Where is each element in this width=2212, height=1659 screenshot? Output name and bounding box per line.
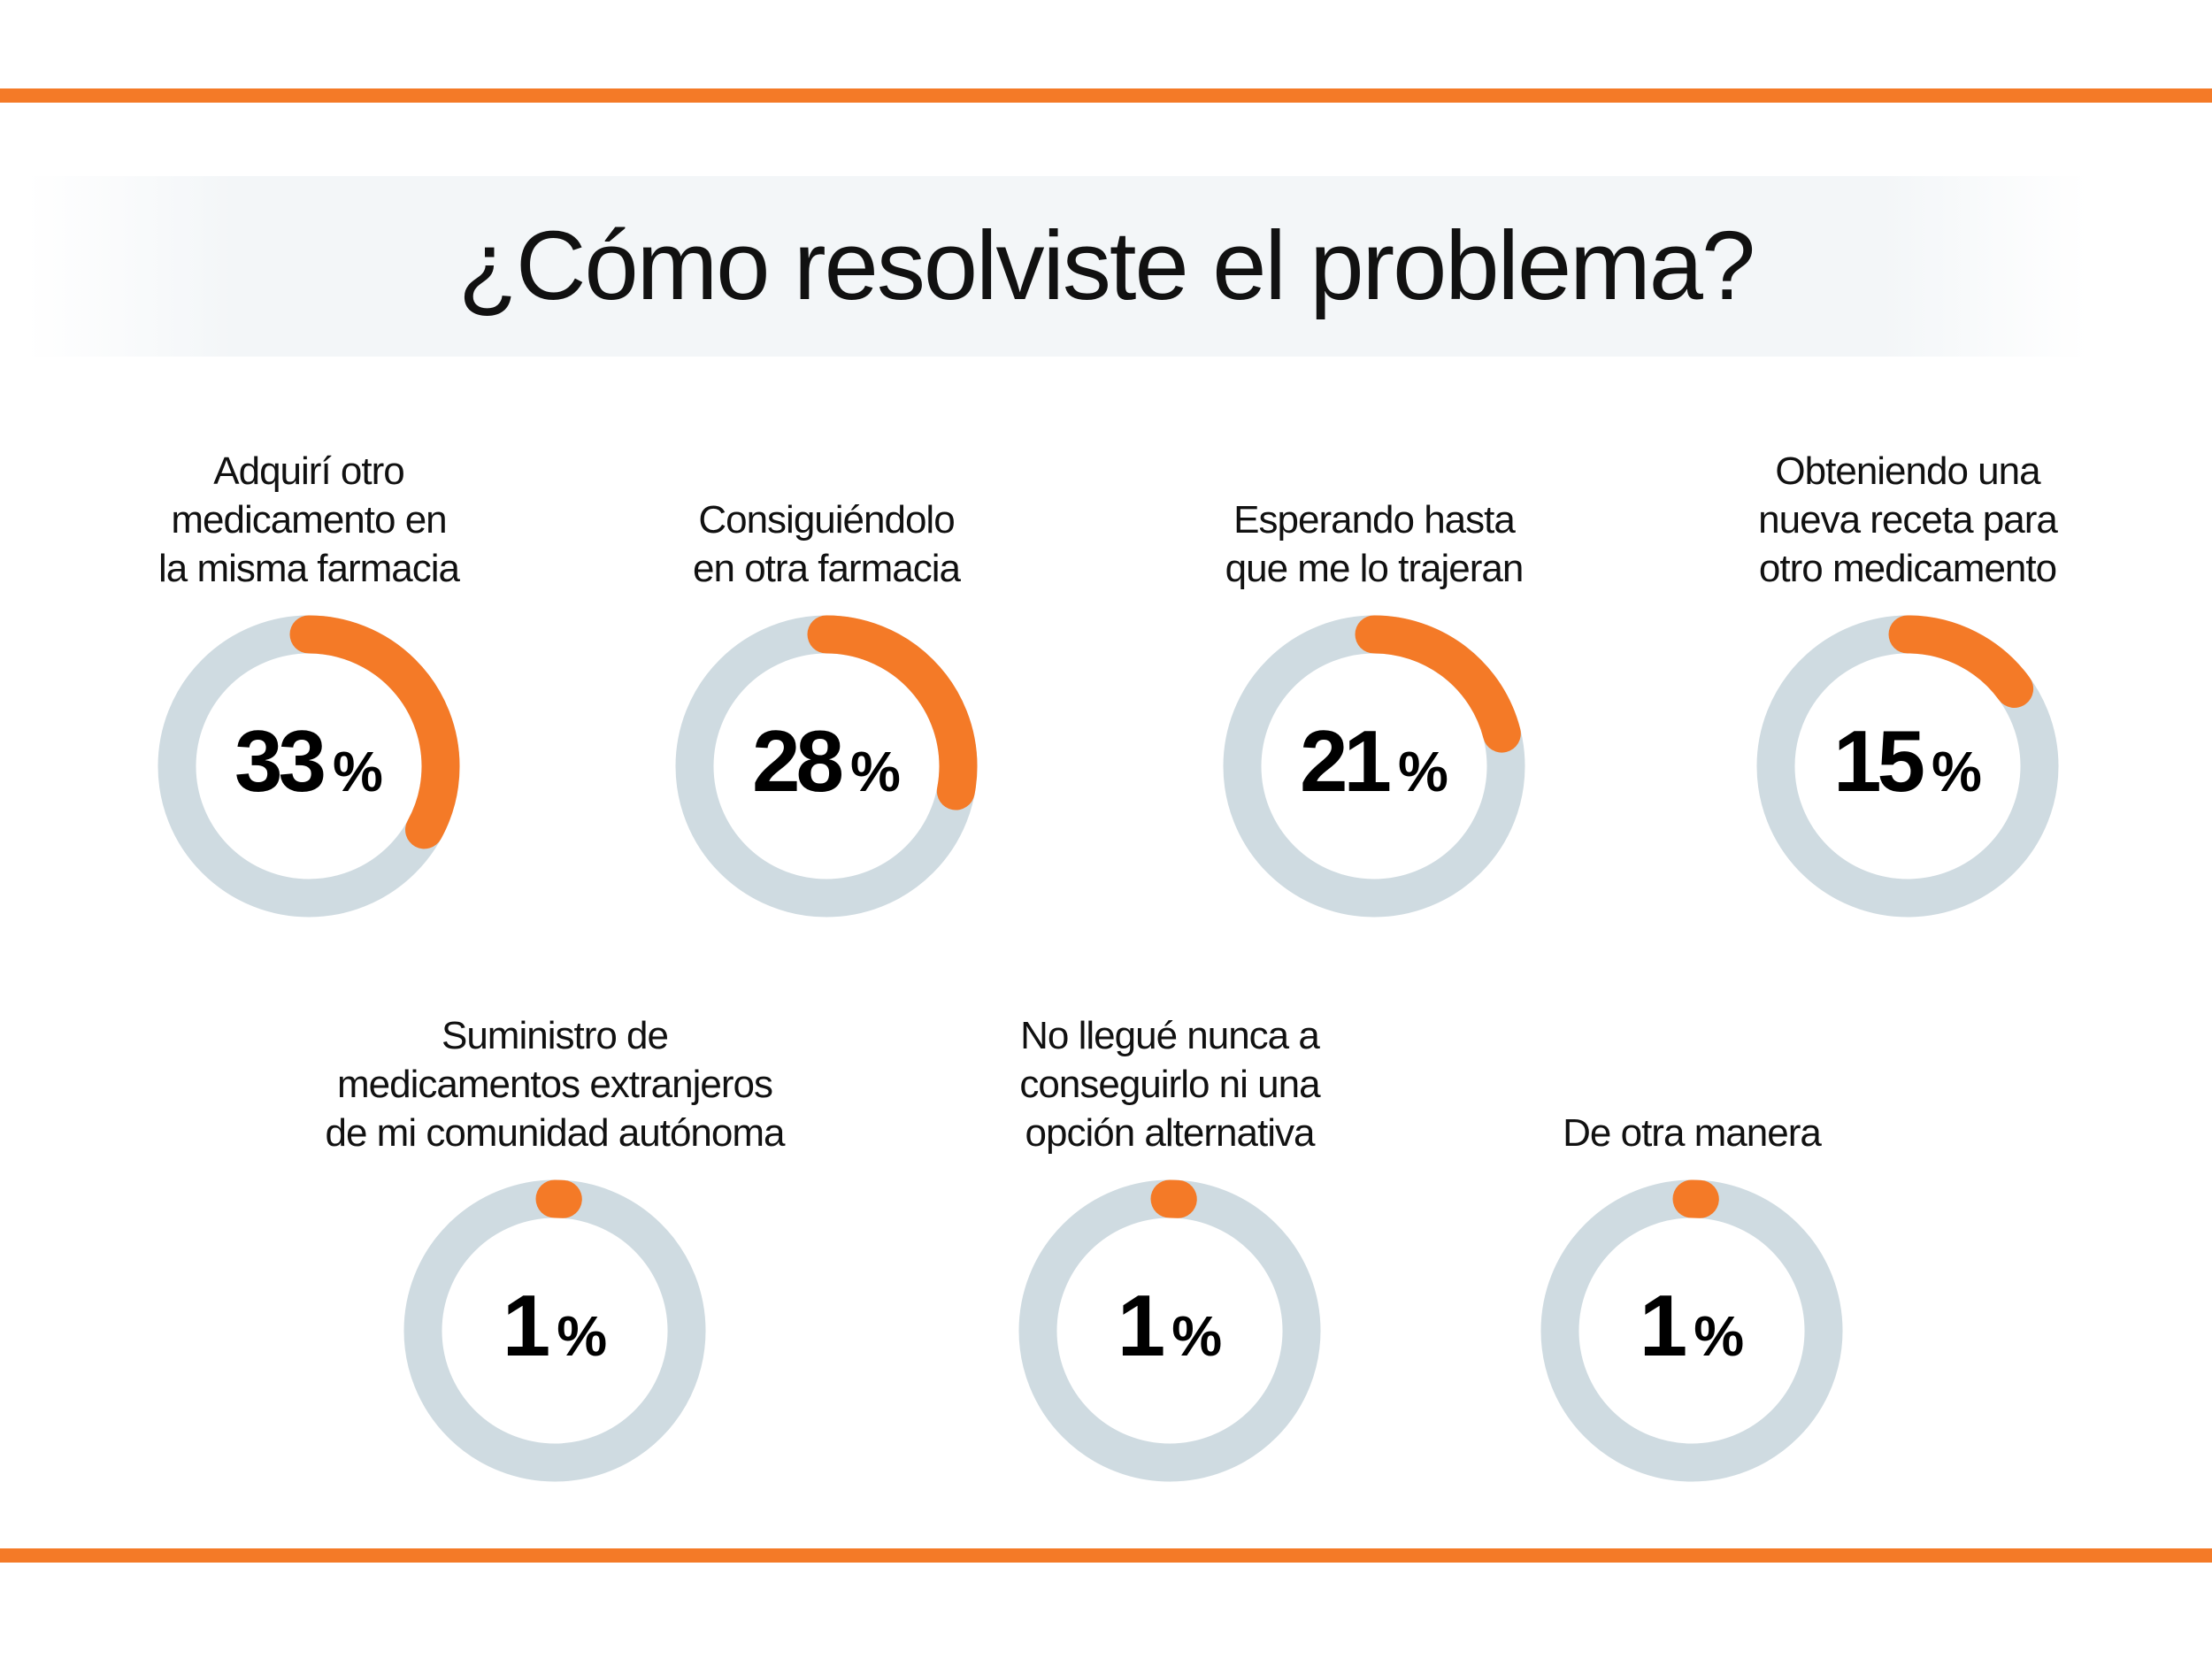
value-number: 1 xyxy=(1117,1277,1165,1374)
value-number: 1 xyxy=(1639,1277,1687,1374)
donut-label-line: De otra manera xyxy=(1563,1111,1822,1155)
donut-value-arc xyxy=(157,615,460,918)
donut-label-line: nueva receta para xyxy=(1758,498,2058,541)
title-band xyxy=(27,176,2088,357)
donut-chart xyxy=(1756,615,2059,918)
percent-sign: % xyxy=(850,740,901,803)
percent-sign: % xyxy=(1694,1304,1745,1368)
top-accent-bar xyxy=(0,88,2212,103)
percent-sign: % xyxy=(557,1304,608,1368)
donut-value-label: 1% xyxy=(1515,1276,1869,1376)
percent-sign: % xyxy=(333,740,383,803)
value-number: 15 xyxy=(1833,712,1925,810)
value-number: 21 xyxy=(1300,712,1392,810)
donut-value-arc xyxy=(1540,1179,1843,1482)
donut-value-label: 1% xyxy=(378,1276,732,1376)
donut-value-arc xyxy=(1756,615,2059,918)
value-number: 33 xyxy=(234,712,326,810)
donut-label-line: conseguirlo ni una xyxy=(1019,1063,1320,1106)
percent-sign: % xyxy=(1398,740,1448,803)
donut-chart xyxy=(1540,1179,1843,1482)
value-number: 1 xyxy=(502,1277,550,1374)
value-number: 28 xyxy=(752,712,844,810)
donut-value-arc xyxy=(675,615,978,918)
chart-title: ¿Cómo resolviste el problema? xyxy=(457,211,1755,320)
donut-value-label: 33% xyxy=(132,711,486,811)
donut-label-line: No llegué nunca a xyxy=(1020,1014,1320,1057)
donut-value-arc xyxy=(1223,615,1525,918)
donut-label-line: medicamento en xyxy=(171,498,447,541)
donut-label-line: Suministro de xyxy=(441,1014,669,1057)
donut-value-label: 15% xyxy=(1731,711,2085,811)
donut-label-line: Adquirí otro xyxy=(213,449,404,493)
donut-label-line: medicamentos extranjeros xyxy=(336,1063,773,1106)
donut-value-label: 28% xyxy=(649,711,1003,811)
donut-label-line: opción alternativa xyxy=(1025,1111,1316,1155)
donut-chart xyxy=(1018,1179,1321,1482)
donut-label-line: otro medicamento xyxy=(1758,547,2057,590)
donut-value-arc xyxy=(403,1179,706,1482)
donut-label-line: Consiguiéndolo xyxy=(698,498,955,541)
donut-label-line: la misma farmacia xyxy=(158,547,460,590)
donut-chart xyxy=(675,615,978,918)
donut-label-line: de mi comunidad autónoma xyxy=(325,1111,786,1155)
bottom-accent-bar xyxy=(0,1548,2212,1563)
donut-value-arc xyxy=(1018,1179,1321,1482)
percent-sign: % xyxy=(1932,740,1982,803)
donut-chart xyxy=(1223,615,1525,918)
percent-sign: % xyxy=(1171,1304,1223,1368)
donut-value-label: 1% xyxy=(993,1276,1347,1376)
donut-chart xyxy=(157,615,460,918)
donut-label-line: en otra farmacia xyxy=(693,547,961,590)
donut-label-line: Obteniendo una xyxy=(1775,449,2040,493)
donut-label-line: Esperando hasta xyxy=(1233,498,1516,541)
donut-value-label: 21% xyxy=(1197,711,1551,811)
donut-chart xyxy=(403,1179,706,1482)
donut-label-line: que me lo trajeran xyxy=(1225,547,1525,590)
